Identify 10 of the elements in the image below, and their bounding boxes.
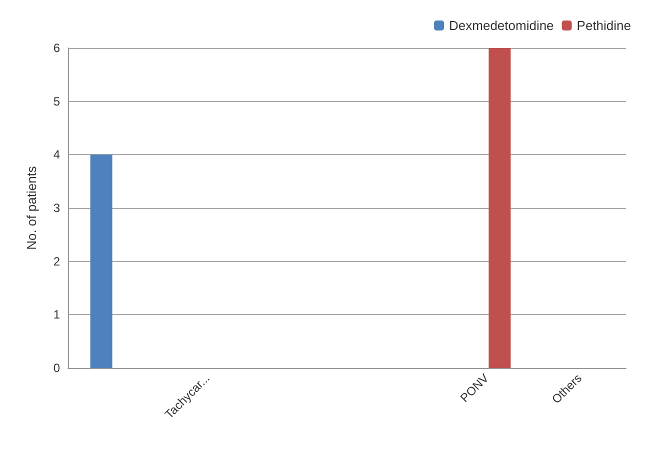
y-tick-label: 4	[53, 148, 60, 162]
legend-label: Dexmedetomidine	[449, 18, 554, 33]
y-tick-label: 5	[53, 94, 60, 108]
y-tick-label: 0	[53, 361, 60, 375]
y-tick-label: 6	[53, 41, 60, 55]
y-axis-title: No. of patients	[24, 166, 39, 250]
y-tick-label: 1	[53, 308, 60, 322]
y-tick-label: 2	[53, 254, 60, 268]
legend-label: Pethidine	[576, 18, 632, 33]
y-tick-label: 3	[53, 201, 60, 215]
